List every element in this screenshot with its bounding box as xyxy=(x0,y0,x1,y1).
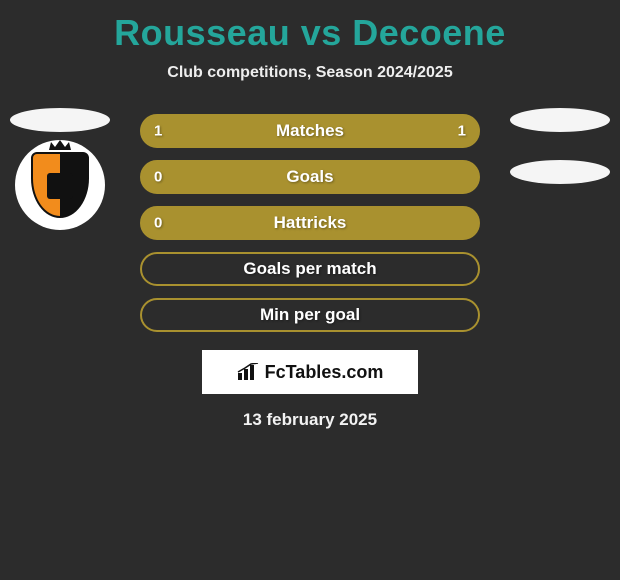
stat-label: Hattricks xyxy=(274,213,347,233)
stat-row-goals: 0 Goals xyxy=(140,160,480,194)
stat-label: Goals xyxy=(286,167,333,187)
stat-row-hattricks: 0 Hattricks xyxy=(140,206,480,240)
stat-left-value: 0 xyxy=(154,169,162,186)
club-shield xyxy=(31,152,89,218)
player-oval xyxy=(510,160,610,184)
stats-list: 1 Matches 1 0 Goals 0 Hattricks Goals pe… xyxy=(140,114,480,332)
crown-icon xyxy=(47,140,73,152)
stat-left-value: 0 xyxy=(154,215,162,232)
brand-box: FcTables.com xyxy=(202,350,418,394)
left-player-column xyxy=(10,108,110,230)
date-text: 13 february 2025 xyxy=(0,410,620,430)
club-logo xyxy=(15,140,105,230)
stat-label: Goals per match xyxy=(243,259,376,279)
stat-row-min-per-goal: Min per goal xyxy=(140,298,480,332)
stat-left-value: 1 xyxy=(154,123,162,140)
comparison-arena: 1 Matches 1 0 Goals 0 Hattricks Goals pe… xyxy=(0,114,620,430)
player-oval xyxy=(510,108,610,132)
brand-text: FcTables.com xyxy=(265,362,384,383)
player-oval xyxy=(10,108,110,132)
stat-label: Min per goal xyxy=(260,305,360,325)
subtitle: Club competitions, Season 2024/2025 xyxy=(0,64,620,82)
stat-row-goals-per-match: Goals per match xyxy=(140,252,480,286)
stat-label: Matches xyxy=(276,121,344,141)
stat-row-matches: 1 Matches 1 xyxy=(140,114,480,148)
stat-right-value: 1 xyxy=(458,123,466,140)
chart-icon xyxy=(237,363,259,381)
page-title: Rousseau vs Decoene xyxy=(0,0,620,54)
right-player-column xyxy=(510,108,610,184)
